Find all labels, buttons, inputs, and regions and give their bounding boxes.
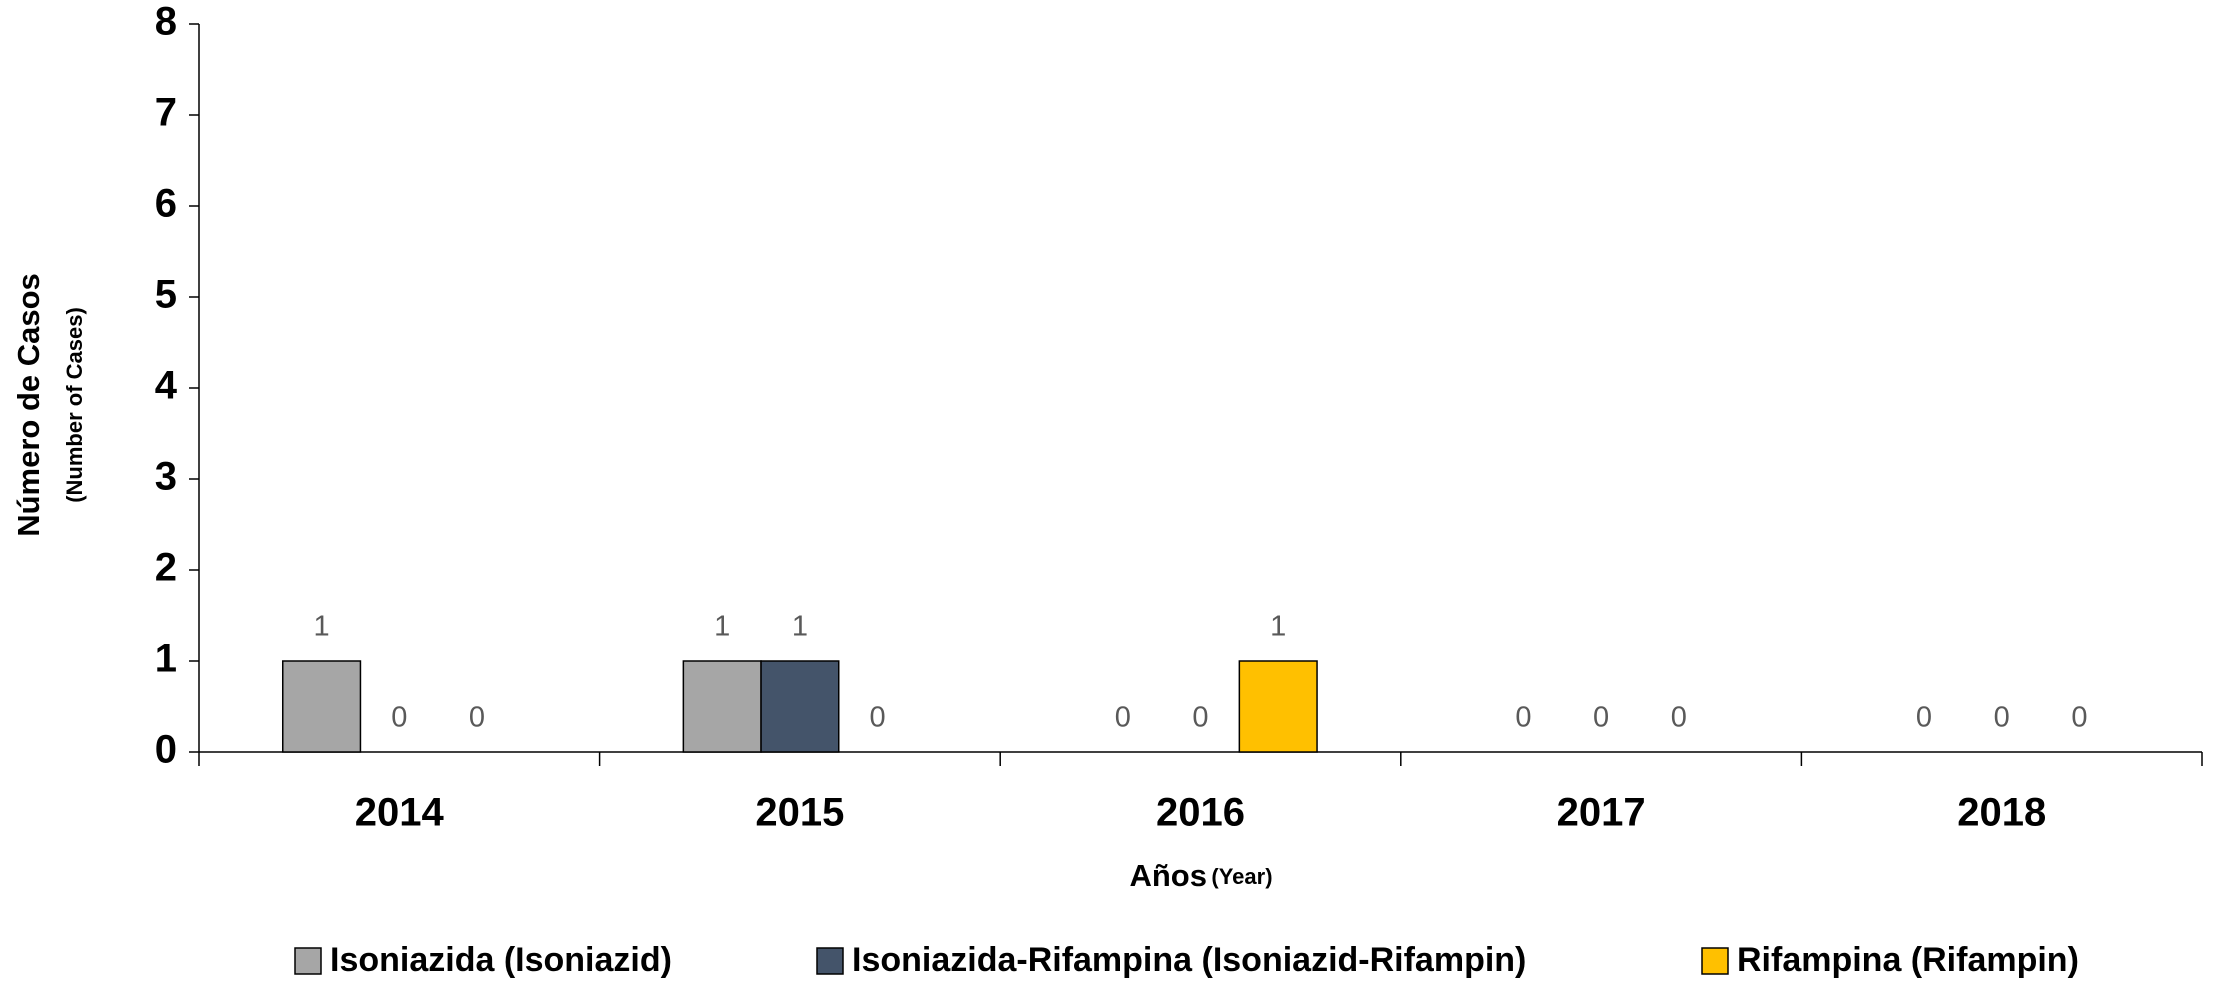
value-label: 1 xyxy=(714,611,730,643)
y-tick-label: 5 xyxy=(155,273,177,317)
legend-swatch xyxy=(1701,947,1729,975)
value-label: 0 xyxy=(1916,702,1932,734)
bar xyxy=(760,660,840,753)
y-tick-label: 1 xyxy=(155,637,177,681)
x-tick-label: 2018 xyxy=(1957,791,2046,835)
value-label: 0 xyxy=(1593,702,1609,734)
legend-label: Isoniazida (Isoniazid) xyxy=(330,941,672,979)
value-label: 0 xyxy=(870,702,886,734)
x-tick-label: 2014 xyxy=(355,791,445,835)
x-axis-subtitle: (Year) xyxy=(1211,864,1272,889)
x-tick-label: 2017 xyxy=(1557,791,1646,835)
y-tick-label: 0 xyxy=(155,728,177,772)
y-axis-title: Número de Casos xyxy=(11,273,46,537)
value-label: 0 xyxy=(469,702,485,734)
value-label: 0 xyxy=(1671,702,1687,734)
value-label: 0 xyxy=(1994,702,2010,734)
value-label: 0 xyxy=(1515,702,1531,734)
value-label: 1 xyxy=(1270,611,1286,643)
value-label: 1 xyxy=(792,611,808,643)
legend-swatch xyxy=(294,947,322,975)
legend-label: Rifampina (Rifampin) xyxy=(1737,941,2079,979)
y-tick-label: 2 xyxy=(155,546,177,590)
y-axis-subtitle: (Number of Cases) xyxy=(62,307,87,503)
x-axis-title: Años (Year) xyxy=(1129,858,1272,893)
value-label: 0 xyxy=(1115,702,1131,734)
bar xyxy=(1238,660,1318,753)
legend-swatch xyxy=(816,947,844,975)
x-axis-title-main: Años xyxy=(1129,858,1207,893)
x-tick-label: 2015 xyxy=(755,791,844,835)
y-tick-label: 6 xyxy=(155,182,177,226)
bar xyxy=(682,660,762,753)
y-tick-label: 4 xyxy=(155,364,178,408)
legend-label: Isoniazida-Rifampina (Isoniazid-Rifampin… xyxy=(852,941,1526,979)
value-label: 0 xyxy=(2071,702,2087,734)
value-label: 1 xyxy=(314,611,330,643)
y-tick-label: 3 xyxy=(155,455,177,499)
y-tick-label: 7 xyxy=(155,91,177,135)
x-tick-label: 2016 xyxy=(1156,791,1245,835)
value-label: 0 xyxy=(1192,702,1208,734)
y-tick-label: 8 xyxy=(155,0,177,44)
bar xyxy=(282,660,362,753)
value-label: 0 xyxy=(391,702,407,734)
